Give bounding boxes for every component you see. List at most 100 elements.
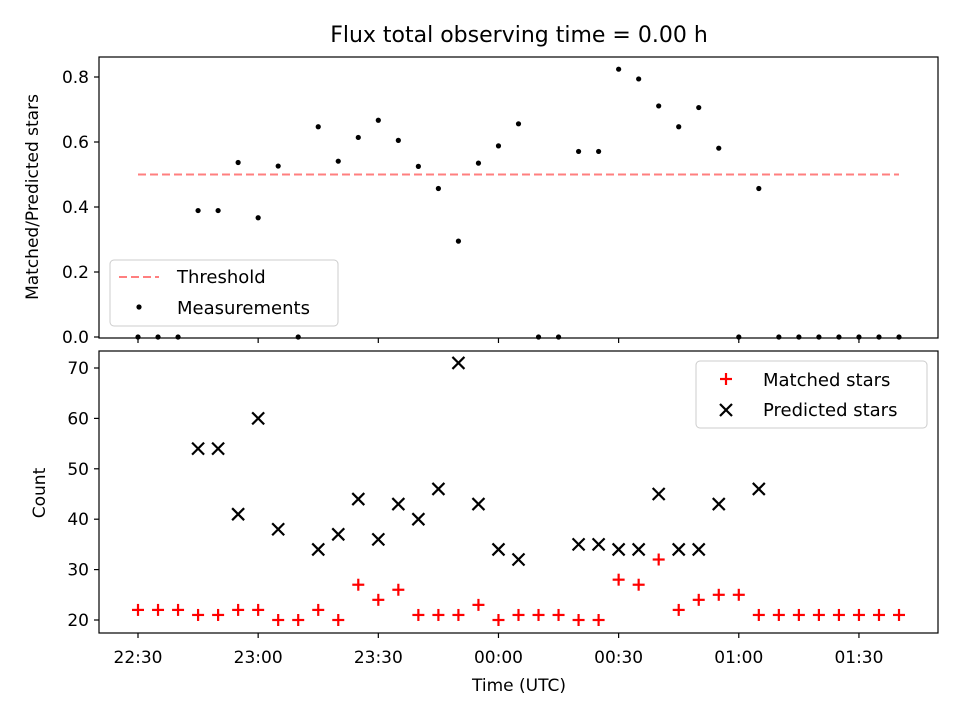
predicted-star-marker [611, 542, 626, 557]
measurement-point [616, 66, 622, 72]
matched-star-marker [812, 608, 825, 621]
measurements-legend-label: Measurements [177, 298, 310, 319]
measurement-point [756, 185, 762, 192]
ratio-panel: Flux total observing time = 0.00 h Match… [23, 23, 939, 348]
matched-star-marker [732, 588, 745, 601]
top-y-axis-label: Matched/Predicted stars [23, 94, 43, 300]
bottom-y-axis-label: Count [30, 467, 50, 518]
predicted-legend-label: Predicted stars [763, 400, 897, 421]
top-y-ticks: 0.0 0.2 0.4 0.6 0.8 [62, 68, 99, 348]
matched-star-marker [592, 614, 605, 626]
matched-star-marker [752, 608, 765, 621]
measurement-point [495, 143, 502, 149]
matched-star-marker [712, 588, 725, 601]
matched-star-marker [652, 553, 665, 566]
x-tick-label: 22:30 [114, 648, 163, 668]
matched-star-marker [172, 603, 185, 616]
top-y-tick-label: 0.0 [62, 328, 89, 348]
measurement-point [575, 148, 582, 155]
matched-star-marker [632, 578, 645, 591]
matched-star-marker [212, 608, 225, 621]
bottom-axes-frame [98, 350, 939, 634]
predicted-star-marker [511, 552, 526, 567]
predicted-star-marker [371, 532, 386, 547]
measurement-point [696, 104, 702, 111]
bottom-legend-box [695, 360, 928, 429]
top-y-tick-label: 0.2 [62, 263, 89, 283]
measurement-point [315, 124, 321, 130]
top-legend-box [109, 259, 339, 327]
count-panel: Count Time (UTC) 20 30 40 50 60 70 22:30 23:00… [30, 350, 939, 696]
matched-star-marker [272, 614, 285, 626]
matched-star-marker [252, 603, 265, 616]
measurement-point [375, 117, 381, 123]
measurement-point [175, 334, 181, 340]
measurement-point [415, 163, 421, 169]
predicted-star-marker [351, 492, 366, 506]
matched-star-marker [692, 593, 705, 606]
predicted-star-marker [191, 441, 205, 456]
measurement-point [435, 185, 441, 192]
predicted-star-marker [251, 411, 265, 426]
measurement-point [856, 334, 862, 340]
measurement-point [295, 334, 301, 340]
measurement-point [235, 159, 241, 166]
predicted-star-marker [691, 542, 706, 557]
bottom-y-tick-label: 20 [67, 611, 89, 631]
measurement-point [475, 160, 482, 166]
bottom-x-ticks: 22:30 23:00 23:30 00:00 00:30 01:00 01:30 [114, 633, 883, 668]
matched-star-marker [332, 614, 345, 626]
matched-legend-label: Matched stars [763, 370, 890, 391]
measurement-point [796, 334, 802, 340]
predicted-star-marker [211, 441, 225, 456]
top-y-tick-label: 0.4 [62, 198, 89, 218]
bottom-y-tick-label: 50 [67, 460, 89, 480]
x-tick-label: 00:30 [594, 648, 643, 668]
measurement-point [676, 124, 682, 130]
matched-star-marker [352, 578, 365, 591]
measurement-point [836, 334, 842, 340]
measurement-point [776, 334, 782, 340]
matched-star-marker [492, 614, 505, 626]
matched-star-marker [472, 598, 485, 611]
measurement-point [155, 334, 161, 340]
bottom-legend: Matched stars Predicted stars [695, 360, 928, 429]
matched-star-marker [372, 593, 385, 606]
predicted-legend-swatch [719, 403, 733, 417]
x-tick-label: 01:00 [714, 648, 763, 668]
matched-star-marker [552, 608, 565, 621]
predicted-star-marker [411, 512, 426, 526]
matched-star-marker [612, 573, 625, 586]
bottom-y-tick-label: 30 [67, 561, 89, 581]
x-tick-label: 00:00 [474, 648, 523, 668]
bottom-y-ticks: 20 30 40 50 60 70 [67, 359, 99, 631]
measurement-point [816, 334, 822, 340]
measurement-point [215, 207, 221, 214]
measurement-point [455, 238, 462, 244]
matched-star-marker [452, 608, 465, 621]
measurements-legend-swatch [136, 304, 142, 310]
top-axes-frame [98, 56, 939, 339]
matched-star-marker [532, 608, 545, 621]
predicted-star-marker [491, 542, 506, 557]
x-tick-label: 23:00 [234, 648, 283, 668]
measurement-point [395, 137, 401, 143]
predicted-star-marker [752, 482, 766, 496]
measurement-point [716, 145, 722, 151]
predicted-star-marker [391, 497, 406, 511]
matched-star-marker [392, 583, 405, 596]
measurement-point [656, 103, 662, 109]
matched-star-marker [852, 608, 865, 621]
matched-star-marker [232, 603, 245, 616]
measurement-point [335, 158, 341, 164]
measurement-point [596, 148, 602, 155]
predicted-star-marker [271, 522, 285, 537]
predicted-star-marker [571, 537, 586, 552]
threshold-legend-label: Threshold [176, 267, 266, 288]
matched-star-marker [893, 608, 905, 621]
measurement-point [535, 334, 542, 340]
predicted-star-marker [331, 527, 346, 542]
measurement-point [275, 163, 281, 169]
